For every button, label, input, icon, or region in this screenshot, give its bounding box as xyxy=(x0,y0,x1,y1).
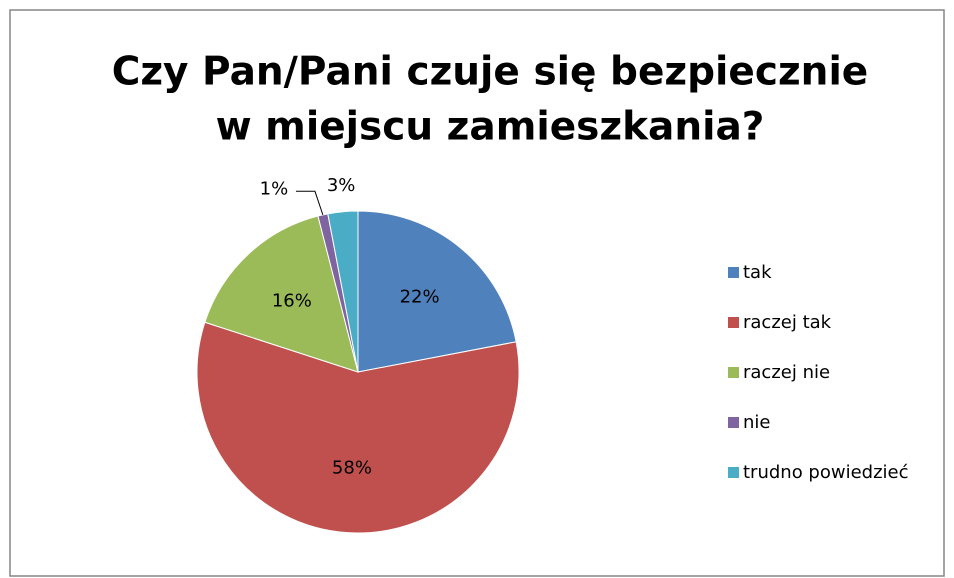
legend-label: nie xyxy=(743,412,770,433)
data-label: 22% xyxy=(400,287,440,308)
legend-label: trudno powiedzieć xyxy=(743,462,909,483)
legend-swatch xyxy=(728,367,739,378)
chart-title: w miejscu zamieszkania? xyxy=(216,105,765,150)
pie-slice xyxy=(357,210,517,373)
pie-slice xyxy=(327,210,359,373)
legend-swatch xyxy=(728,467,739,478)
data-label: 1% xyxy=(260,178,289,199)
legend-label: raczej tak xyxy=(743,312,832,333)
leader-line xyxy=(295,190,324,216)
legend-label: raczej nie xyxy=(743,362,830,383)
pie-slice xyxy=(204,215,359,373)
legend-swatch xyxy=(728,267,739,278)
legend-label: tak xyxy=(743,262,772,283)
legend-swatch xyxy=(728,417,739,428)
chart-title: Czy Pan/Pani czuje się bezpiecznie xyxy=(112,50,869,95)
data-label: 58% xyxy=(332,457,372,478)
legend-swatch xyxy=(728,317,739,328)
data-label: 16% xyxy=(272,291,312,312)
data-label: 3% xyxy=(327,175,356,196)
pie-slice xyxy=(196,321,520,534)
